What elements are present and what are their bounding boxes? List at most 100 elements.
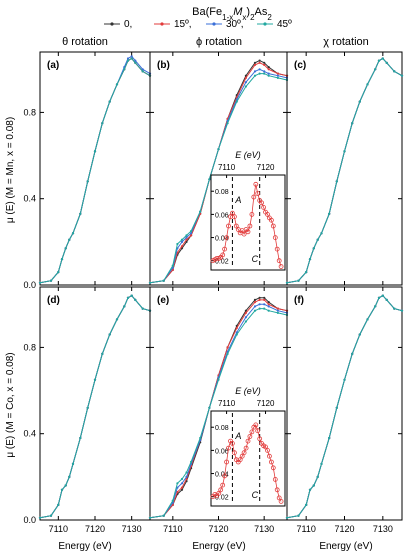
series-point (320, 232, 323, 235)
series-point (253, 305, 257, 308)
inset-point (229, 210, 235, 216)
series-point (263, 307, 266, 310)
series-point (64, 484, 67, 487)
inset-xlabel: E (eV) (235, 150, 261, 160)
inset-point (237, 457, 243, 463)
series-point (217, 148, 220, 151)
series-point (68, 475, 71, 478)
series-point (226, 346, 229, 349)
series-point (244, 316, 247, 319)
series-point (57, 503, 60, 506)
series-point (335, 406, 338, 409)
series-line-0 (39, 57, 151, 284)
series-line-2 (39, 294, 151, 519)
row-ylabel-co: μ (E) (M = Co, x = 0.08) (5, 352, 16, 457)
y-tick-label: 0.8 (23, 107, 36, 117)
inset-point (276, 495, 282, 501)
inset-point (222, 246, 228, 252)
series-point (130, 55, 133, 58)
panel-d: 7110 7120 7130 0.0 0.4 0.8 (d) (23, 286, 152, 534)
series-point (185, 234, 188, 237)
series-point (93, 378, 97, 381)
inset-y-tick-label: 0.06 (215, 212, 229, 219)
series-line-1 (39, 294, 151, 519)
panel-frame (286, 51, 403, 286)
inset-x-tick-label: 7110 (218, 163, 236, 172)
panel-c: (c) (285, 51, 404, 286)
xlabel-col1: Energy (eV) (58, 541, 111, 552)
row-ylabel-mn: μ (E) (M = Mn, x = 0.08) (5, 117, 16, 223)
inset-annotation-c: C (252, 490, 259, 500)
series-point (253, 298, 257, 301)
inset-annotation-a: A (234, 195, 241, 205)
inset-point (259, 200, 265, 206)
inset-point (278, 264, 284, 269)
panel-e: 7110 7120 7130 (e) E (eV) 7110 7120 0.02 0.04 0.0… (148, 286, 289, 534)
y-tick-label: 0.4 (23, 194, 36, 204)
series-line-0 (39, 294, 151, 519)
series-point (180, 482, 184, 485)
inset: E (eV) 7110 7120 0.02 0.04 0.06 0.08 A C (210, 386, 286, 507)
series-point (244, 76, 247, 79)
series-point (400, 74, 404, 77)
series-point (320, 462, 323, 465)
x-tick-label: 7130 (122, 524, 142, 534)
series-point (343, 378, 346, 381)
inset-point (278, 498, 284, 504)
series-point (190, 230, 193, 233)
inset-point (233, 223, 239, 229)
series-point (148, 281, 152, 284)
series-point (162, 279, 165, 282)
inset-point (224, 459, 230, 465)
inset-x-tick-label: 7120 (257, 399, 275, 408)
inset-y-tick-label: 0.08 (215, 425, 229, 432)
series-point (71, 232, 75, 235)
inset-point (266, 453, 272, 459)
series-point (267, 66, 270, 69)
series-point (316, 475, 319, 478)
series-point (38, 281, 42, 284)
series-point (176, 242, 179, 246)
legend-label-0: 0, (124, 19, 132, 30)
inset-point (263, 444, 268, 450)
series-point (130, 294, 133, 297)
legend-marker-3 (263, 22, 267, 26)
series-point (263, 70, 266, 73)
x-tick-label: 7110 (163, 524, 182, 534)
inset-point (268, 459, 274, 465)
series-point (267, 303, 270, 306)
inset-y-tick-label: 0.08 (215, 189, 229, 196)
inset-y-tick-label: 0.06 (215, 448, 229, 455)
series-point (217, 378, 220, 381)
inset-point (241, 450, 247, 456)
inset-point (272, 235, 278, 241)
series-point (351, 122, 354, 125)
panel-letter: (a) (47, 60, 59, 71)
series-point (305, 503, 308, 506)
inset-point (265, 447, 270, 453)
series-point (263, 72, 266, 75)
series-point (316, 238, 319, 241)
inset-point (231, 450, 237, 456)
series-point (381, 294, 384, 297)
series-point (86, 406, 89, 409)
series-point (285, 516, 289, 519)
series-point (244, 309, 247, 312)
series-point (108, 333, 111, 336)
series-point (258, 298, 261, 301)
series-point (305, 271, 308, 274)
series-point (180, 486, 184, 489)
x-tick-label: 7130 (373, 524, 393, 534)
series-point (267, 72, 270, 75)
series-point (312, 484, 315, 487)
series-point (253, 309, 257, 312)
inset-point (226, 223, 231, 229)
series-point (199, 436, 202, 440)
column-title-theta: θ rotation (62, 36, 108, 48)
series-point (79, 436, 82, 440)
series-point (263, 298, 266, 301)
xlabel-col2: Energy (eV) (192, 541, 245, 552)
series-point (253, 63, 257, 66)
legend-label-1: 15º, (174, 19, 192, 30)
inset-line (212, 184, 282, 267)
